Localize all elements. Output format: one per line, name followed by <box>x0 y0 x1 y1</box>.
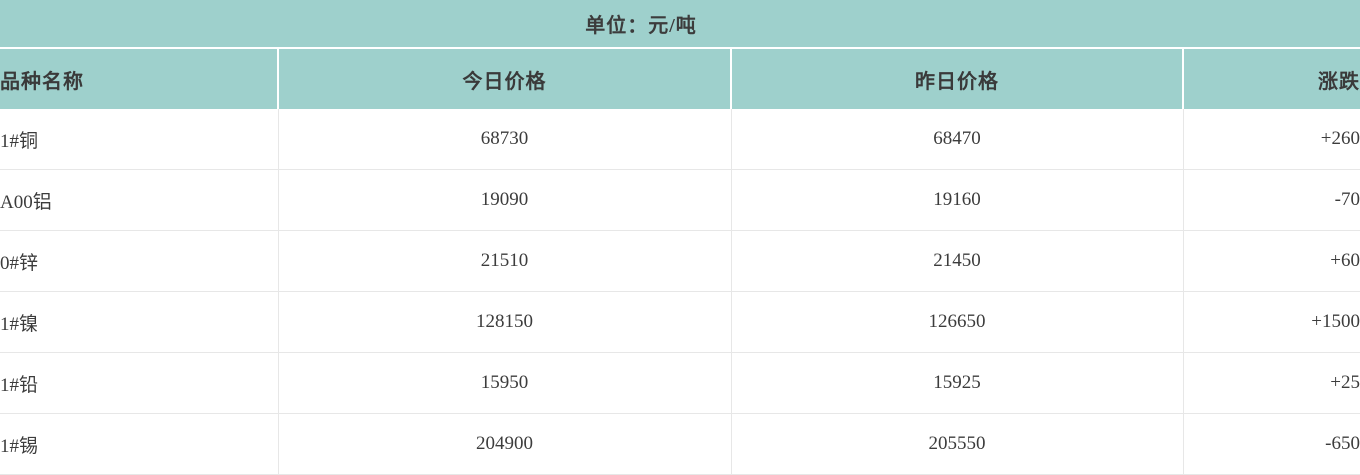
cell-change: +260 <box>1182 109 1360 170</box>
table-row: 1#铜 68730 68470 +260 <box>0 109 1360 170</box>
cell-variety: A00铝 <box>0 191 52 213</box>
unit-label: 单位：元/吨 <box>585 15 697 37</box>
cell-today-price: 204900 <box>277 413 731 475</box>
cell-today-price: 21510 <box>277 230 731 292</box>
cell-today-price: 15950 <box>277 352 731 414</box>
price-table: 品种名称 今日价格 昨日价格 涨跌 1#铜 68730 68470 +260 A… <box>0 49 1360 475</box>
cell-variety: 0#锌 <box>0 252 39 274</box>
cell-today-price: 19090 <box>277 169 731 231</box>
column-header-variety: 品种名称 <box>0 49 278 109</box>
cell-variety: 1#铜 <box>0 130 39 152</box>
cell-change: +1500 <box>1182 291 1360 353</box>
cell-today-price: 128150 <box>277 291 731 353</box>
column-header-change: 涨跌 <box>1182 49 1360 109</box>
cell-variety: 1#铅 <box>0 374 39 396</box>
table-row: 1#铅 15950 15925 +25 <box>0 352 1360 414</box>
table-row: 0#锌 21510 21450 +60 <box>0 230 1360 292</box>
column-header-yesterday-price: 昨日价格 <box>730 49 1183 109</box>
cell-yesterday-price: 15925 <box>730 352 1183 414</box>
column-header-today-price: 今日价格 <box>277 49 731 109</box>
cell-variety: 1#镍 <box>0 313 39 335</box>
cell-variety: 1#锡 <box>0 435 39 457</box>
cell-change: +25 <box>1182 352 1360 414</box>
cell-yesterday-price: 205550 <box>730 413 1183 475</box>
unit-bar: 单位：元/吨 <box>0 0 1360 49</box>
table-row: 1#镍 128150 126650 +1500 <box>0 291 1360 353</box>
table-row: A00铝 19090 19160 -70 <box>0 169 1360 231</box>
cell-yesterday-price: 19160 <box>730 169 1183 231</box>
cell-yesterday-price: 126650 <box>730 291 1183 353</box>
cell-today-price: 68730 <box>277 109 731 170</box>
table-header-row: 品种名称 今日价格 昨日价格 涨跌 <box>0 49 1360 109</box>
cell-yesterday-price: 68470 <box>730 109 1183 170</box>
cell-yesterday-price: 21450 <box>730 230 1183 292</box>
cell-change: -650 <box>1182 413 1360 475</box>
cell-change: -70 <box>1182 169 1360 231</box>
cell-change: +60 <box>1182 230 1360 292</box>
table-row: 1#锡 204900 205550 -650 <box>0 413 1360 475</box>
